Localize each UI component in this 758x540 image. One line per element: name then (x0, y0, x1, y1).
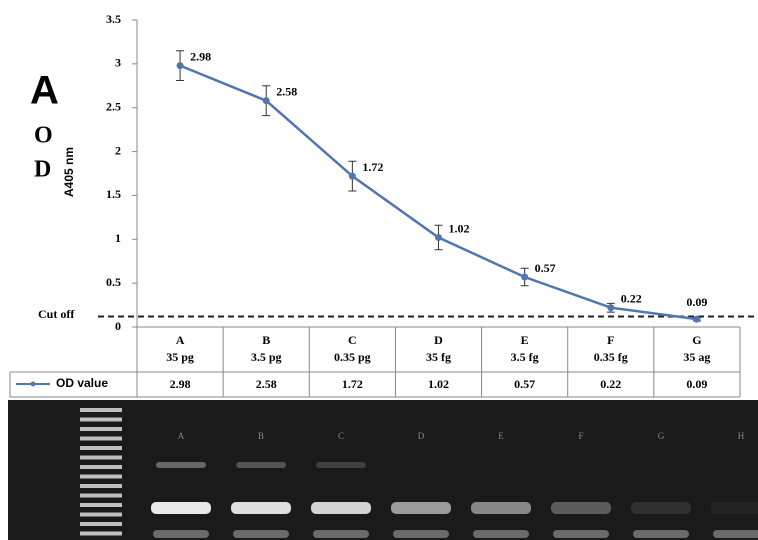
point (521, 273, 529, 281)
x-tick-sublabel: 35 fg (426, 350, 451, 364)
table-value: 0.22 (600, 377, 621, 391)
ladder-band (80, 522, 122, 526)
ladder-band (80, 474, 122, 479)
x-tick-sublabel: 3.5 pg (251, 350, 282, 364)
data-label: 2.98 (190, 49, 211, 63)
y-tick-label: 1.5 (106, 187, 121, 201)
band (233, 530, 289, 538)
lane-label: C (338, 431, 344, 441)
x-tick-sublabel: 35 ag (683, 350, 710, 364)
lane-label: D (418, 431, 425, 441)
data-label: 2.58 (276, 84, 297, 98)
x-tick-sublabel: 35 pg (166, 350, 194, 364)
band (313, 530, 369, 538)
data-label: 0.22 (621, 291, 642, 305)
od-letter: D (34, 157, 51, 183)
band (711, 502, 758, 514)
ladder-band (80, 417, 122, 422)
band (151, 502, 211, 514)
point (693, 315, 701, 323)
band (391, 502, 451, 514)
legend-label: OD value (56, 376, 108, 390)
table-value: 2.58 (256, 377, 277, 391)
ladder-band (80, 455, 122, 460)
band (631, 502, 691, 514)
table-value: 0.09 (686, 377, 707, 391)
band (713, 530, 758, 538)
y-tick-label: 3.5 (106, 12, 121, 26)
band (311, 502, 371, 514)
band (236, 462, 286, 468)
ladder-band (80, 446, 122, 450)
band (316, 462, 366, 468)
ladder-band (80, 493, 122, 498)
x-tick-label: F (607, 333, 614, 347)
band (553, 530, 609, 538)
point (607, 304, 615, 312)
band (393, 530, 449, 538)
x-tick-sublabel: 0.35 fg (594, 350, 628, 364)
lane-label: A (178, 431, 185, 441)
lane-label: G (658, 431, 665, 441)
lane-label: E (498, 431, 504, 441)
band (633, 530, 689, 538)
band (471, 502, 531, 514)
y-tick-label: 3 (115, 56, 121, 70)
ladder-band (80, 408, 122, 412)
data-label: 0.57 (535, 261, 556, 275)
x-tick-sublabel: 0.35 pg (334, 350, 371, 364)
lane-label: B (258, 431, 264, 441)
band (156, 462, 206, 468)
cutoff-label: Cut off (38, 307, 75, 321)
point (435, 234, 442, 242)
ladder-band (80, 436, 122, 441)
y-tick-label: 2 (115, 143, 121, 157)
table-value: 0.57 (514, 377, 535, 391)
ladder-band (80, 484, 122, 488)
data-label: 1.02 (449, 221, 470, 235)
table-value: 1.72 (342, 377, 363, 391)
x-tick-label: E (521, 333, 529, 347)
gel (8, 400, 758, 540)
ladder-band (80, 503, 122, 507)
lane-label: F (578, 431, 583, 441)
x-tick-label: B (262, 333, 270, 347)
y-tick-label: 0 (115, 319, 121, 333)
band (231, 502, 291, 514)
table-value: 1.02 (428, 377, 449, 391)
point (176, 62, 184, 70)
ladder-band (80, 512, 122, 517)
x-tick-label: A (176, 333, 185, 347)
band (153, 530, 209, 538)
y-tick-label: 1 (115, 231, 121, 245)
x-tick-label: D (434, 333, 443, 347)
table-value: 2.98 (170, 377, 191, 391)
lane-label: H (738, 431, 745, 441)
data-label: 0.09 (686, 295, 707, 309)
data-label: 1.72 (362, 160, 383, 174)
legend-marker (30, 381, 36, 387)
ladder-band (80, 531, 122, 536)
x-tick-label: G (692, 333, 701, 347)
line (179, 64, 698, 321)
band (473, 530, 529, 538)
y-axis-label: A405 nm (62, 147, 76, 197)
od-letter: O (34, 123, 53, 149)
ladder-band (80, 465, 122, 469)
panel-label: A (30, 69, 59, 113)
x-tick-sublabel: 3.5 fg (511, 350, 539, 364)
point (262, 97, 270, 105)
y-tick-label: 0.5 (106, 275, 121, 289)
x-tick-label: C (348, 333, 357, 347)
band (551, 502, 611, 514)
ladder-band (80, 427, 122, 431)
point (348, 172, 356, 180)
y-tick-label: 2.5 (106, 99, 121, 113)
